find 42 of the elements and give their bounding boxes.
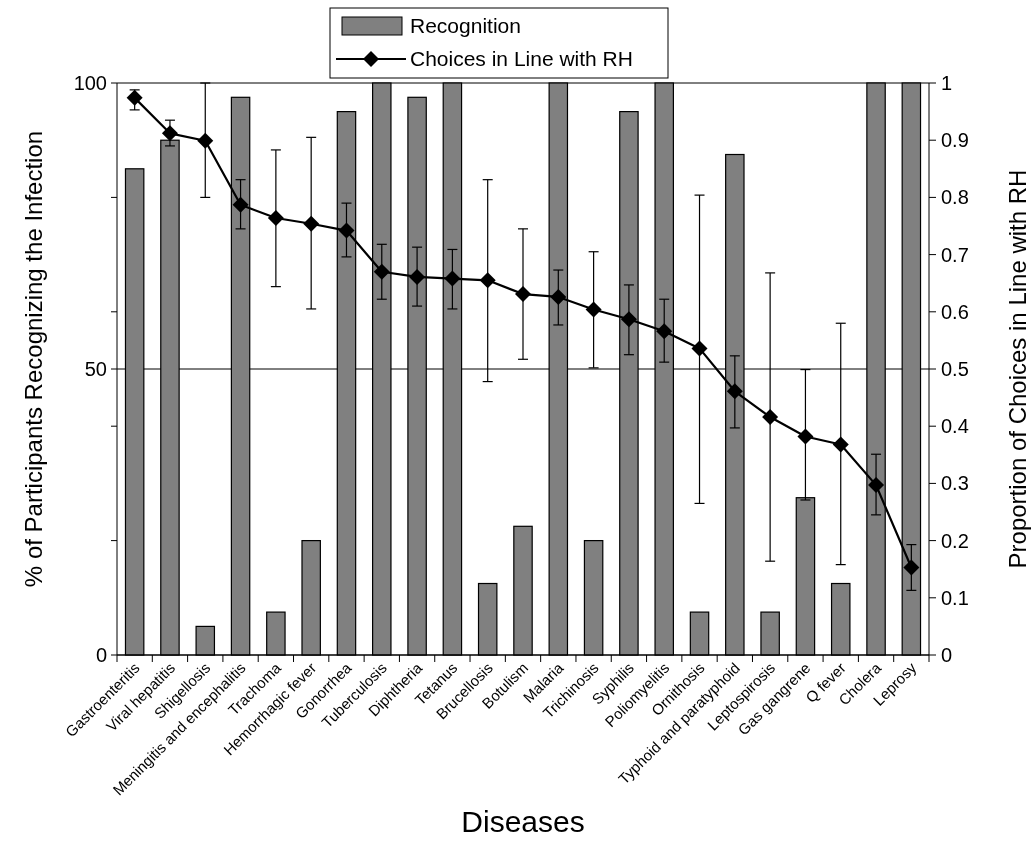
point (409, 268, 426, 285)
point (762, 409, 779, 426)
y-tick-label: 0 (95, 644, 107, 666)
point (691, 340, 708, 357)
point (444, 270, 461, 287)
y2-tick-label: 0.5 (941, 358, 969, 380)
point (338, 222, 355, 239)
y2-tick-label: 0.7 (941, 243, 969, 266)
point (832, 436, 849, 453)
point (515, 286, 531, 303)
legend-label: Choices in Line with RH (410, 47, 633, 71)
y2-tick-label: 0 (941, 644, 953, 666)
y-tick-label: 50 (84, 358, 107, 380)
y2-tick-label: 1 (941, 72, 953, 94)
y2-tick-label: 0.2 (941, 529, 969, 552)
y2-tick-label: 0.6 (941, 300, 969, 323)
point (585, 301, 602, 318)
legend-label: Recognition (410, 14, 521, 38)
point (161, 125, 178, 142)
y2-axis-title: Proportion of Choices in Line with RH (1004, 169, 1031, 569)
point (373, 263, 390, 280)
point (267, 209, 284, 226)
point (797, 428, 814, 445)
point (232, 196, 249, 213)
point (550, 288, 567, 305)
y-tick-label: 100 (73, 72, 107, 94)
point (126, 89, 143, 106)
point (303, 215, 320, 232)
point (868, 477, 885, 494)
y-axis-title: % of Participants Recognizing the Infection (20, 130, 47, 588)
y2-tick-label: 0.8 (941, 186, 969, 209)
y2-tick-label: 0.1 (941, 586, 969, 609)
y2-tick-label: 0.9 (941, 129, 969, 152)
point (903, 559, 920, 576)
point (479, 272, 496, 289)
point (620, 311, 637, 328)
y2-tick-label: 0.3 (941, 472, 969, 495)
x-axis-title: Diseases (461, 805, 585, 838)
point (197, 132, 214, 149)
point (726, 383, 743, 400)
y2-tick-label: 0.4 (941, 415, 969, 438)
point (656, 323, 673, 340)
